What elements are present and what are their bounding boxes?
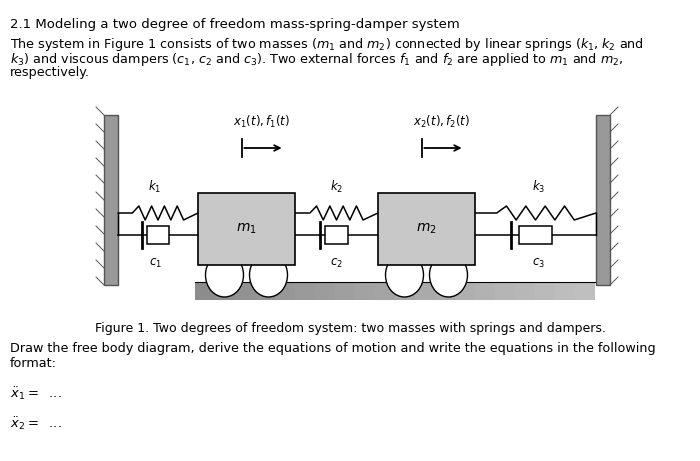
Text: $x_2(t), f_2(t)$: $x_2(t), f_2(t)$ <box>413 114 470 130</box>
Text: The system in Figure 1 consists of two masses ($m_1$ and $m_2$) connected by lin: The system in Figure 1 consists of two m… <box>10 36 644 53</box>
Bar <box>295 282 315 300</box>
Bar <box>596 115 610 285</box>
Bar <box>515 282 535 300</box>
Bar <box>275 282 295 300</box>
Text: $k_2$: $k_2$ <box>330 179 343 195</box>
Bar <box>325 226 348 244</box>
Bar <box>535 282 555 300</box>
Text: $m_2$: $m_2$ <box>416 222 437 236</box>
Text: $c_2$: $c_2$ <box>330 257 343 270</box>
Bar <box>235 282 255 300</box>
Bar <box>378 193 475 265</box>
Text: $c_1$: $c_1$ <box>148 257 162 270</box>
Ellipse shape <box>249 253 288 297</box>
Bar <box>215 282 235 300</box>
Bar <box>555 282 575 300</box>
Bar <box>495 282 515 300</box>
Ellipse shape <box>430 253 468 297</box>
Bar <box>315 282 335 300</box>
Bar <box>355 282 375 300</box>
Bar <box>198 193 295 265</box>
Text: $\ddot{x}_1 = \;$ ...: $\ddot{x}_1 = \;$ ... <box>10 385 62 402</box>
Text: Figure 1. Two degrees of freedom system: two masses with springs and dampers.: Figure 1. Two degrees of freedom system:… <box>94 322 606 335</box>
Text: $\ddot{x}_2 = \;$ ...: $\ddot{x}_2 = \;$ ... <box>10 415 62 432</box>
Text: $x_1(t), f_1(t)$: $x_1(t), f_1(t)$ <box>233 114 290 130</box>
Bar <box>104 115 118 285</box>
Text: $k_3$) and viscous dampers ($c_1$, $c_2$ and $c_3$). Two external forces $f_1$ a: $k_3$) and viscous dampers ($c_1$, $c_2$… <box>10 51 624 68</box>
Ellipse shape <box>386 253 424 297</box>
Bar <box>415 282 435 300</box>
Bar <box>519 226 552 244</box>
Text: $k_3$: $k_3$ <box>532 179 545 195</box>
Bar <box>455 282 475 300</box>
Bar <box>195 282 595 300</box>
Text: format:: format: <box>10 357 57 370</box>
Text: Draw the free body diagram, derive the equations of motion and write the equatio: Draw the free body diagram, derive the e… <box>10 342 656 355</box>
Bar <box>435 282 455 300</box>
Text: respectively.: respectively. <box>10 66 90 79</box>
Text: $m_1$: $m_1$ <box>236 222 257 236</box>
Text: 2.1 Modeling a two degree of freedom mass-spring-damper system: 2.1 Modeling a two degree of freedom mas… <box>10 18 460 31</box>
Ellipse shape <box>206 253 244 297</box>
Bar <box>195 282 215 300</box>
Text: $c_3$: $c_3$ <box>532 257 545 270</box>
Bar <box>395 282 415 300</box>
Bar <box>335 282 355 300</box>
Bar <box>255 282 275 300</box>
Bar <box>575 282 595 300</box>
Bar <box>147 226 169 244</box>
Bar <box>475 282 495 300</box>
Text: $k_1$: $k_1$ <box>148 179 162 195</box>
Bar <box>375 282 395 300</box>
